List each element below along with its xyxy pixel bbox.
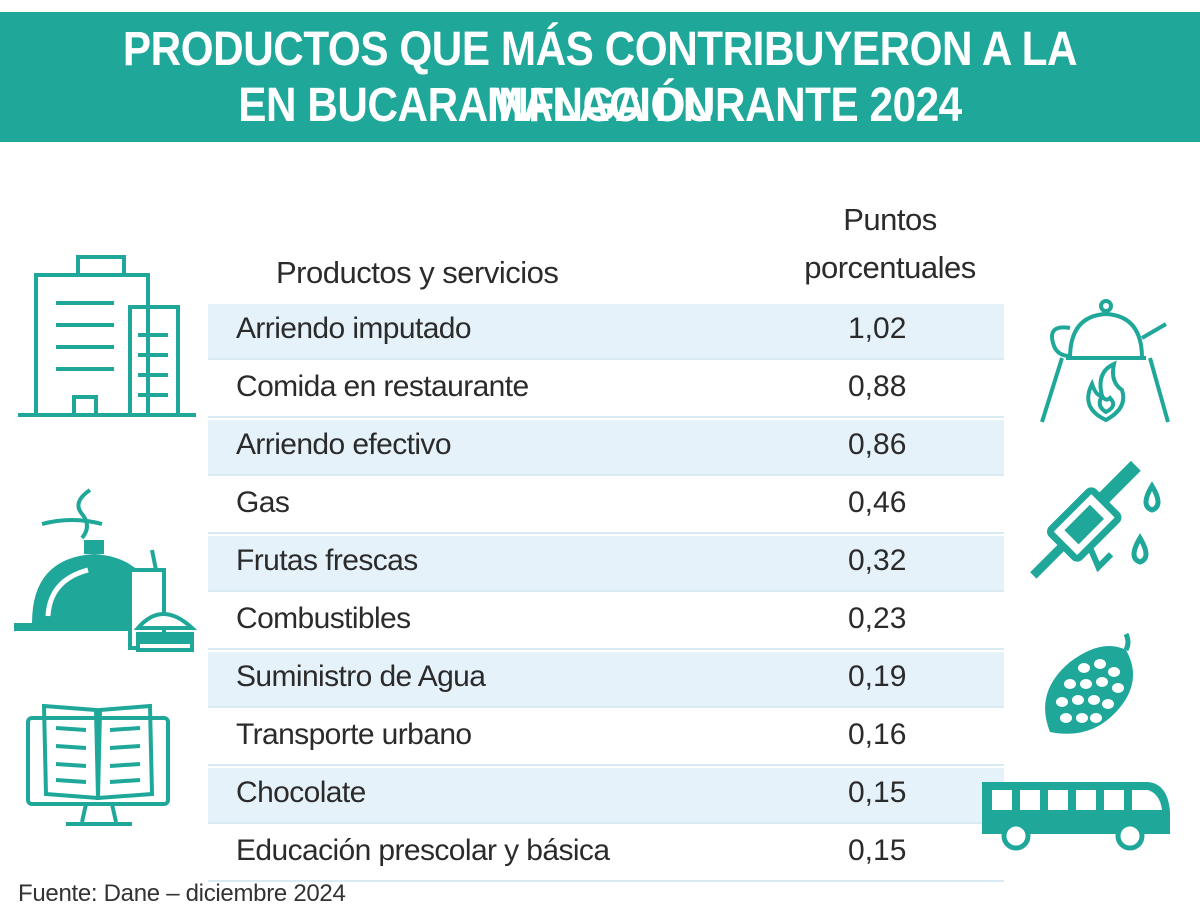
row-label: Comida en restaurante bbox=[236, 370, 529, 403]
row-label: Chocolate bbox=[236, 776, 366, 809]
buildings-icon bbox=[18, 255, 196, 417]
table-row: Transporte urbano 0,16 bbox=[208, 710, 1004, 766]
table-row: Combustibles 0,23 bbox=[208, 594, 1004, 650]
title-line-1: PRODUCTOS QUE MÁS CONTRIBUYERON A LA INF… bbox=[122, 23, 1078, 132]
row-value: 0,32 bbox=[848, 544, 907, 577]
book-monitor-icon bbox=[26, 703, 170, 826]
table-row: Chocolate 0,15 bbox=[208, 768, 1004, 824]
table-row: Frutas frescas 0,32 bbox=[208, 536, 1004, 592]
bus-icon bbox=[982, 782, 1170, 851]
fuel-nozzle-icon bbox=[1030, 460, 1161, 579]
title-banner: PRODUCTOS QUE MÁS CONTRIBUYERON A LA INF… bbox=[0, 12, 1200, 142]
food-tray-icon bbox=[14, 488, 198, 652]
table-row: Suministro de Agua 0,19 bbox=[208, 652, 1004, 708]
source-note: Fuente: Dane – diciembre 2024 bbox=[18, 880, 346, 907]
row-label: Suministro de Agua bbox=[236, 660, 486, 693]
row-value: 0,88 bbox=[848, 370, 907, 403]
row-value: 0,23 bbox=[848, 602, 907, 635]
row-value: 0,16 bbox=[848, 718, 907, 751]
table-row: Gas 0,46 bbox=[208, 478, 1004, 534]
row-label: Arriendo imputado bbox=[236, 312, 472, 345]
row-value: 1,02 bbox=[848, 312, 907, 345]
column-header-points: Puntos porcentuales bbox=[790, 196, 990, 292]
table-row: Arriendo imputado 1,02 bbox=[208, 304, 1004, 360]
data-table: Arriendo imputado 1,02 Comida en restauran… bbox=[208, 304, 1004, 884]
title-line-2: EN BUCARAMANGA DURANTE 2024 bbox=[238, 79, 962, 132]
table-row: Comida en restaurante 0,88 bbox=[208, 362, 1004, 418]
table-row: Educación prescolar y básica 0,15 bbox=[208, 826, 1004, 882]
row-value: 0,46 bbox=[848, 486, 907, 519]
row-label: Transporte urbano bbox=[236, 718, 472, 751]
fruit-icon bbox=[1045, 632, 1134, 734]
row-label: Combustibles bbox=[236, 602, 411, 635]
column-header-points-line2: porcentuales bbox=[804, 250, 976, 285]
row-label: Frutas frescas bbox=[236, 544, 418, 577]
column-header-points-line1: Puntos bbox=[843, 202, 937, 237]
table-row: Arriendo efectivo 0,86 bbox=[208, 420, 1004, 476]
row-label: Educación prescolar y básica bbox=[236, 834, 610, 867]
row-value: 0,19 bbox=[848, 660, 907, 693]
column-header-products: Productos y servicios bbox=[276, 255, 559, 290]
teapot-fire-icon bbox=[1040, 299, 1170, 423]
row-value: 0,15 bbox=[848, 776, 907, 809]
row-value: 0,86 bbox=[848, 428, 907, 461]
row-label: Gas bbox=[236, 486, 290, 519]
row-value: 0,15 bbox=[848, 834, 907, 867]
row-label: Arriendo efectivo bbox=[236, 428, 452, 461]
